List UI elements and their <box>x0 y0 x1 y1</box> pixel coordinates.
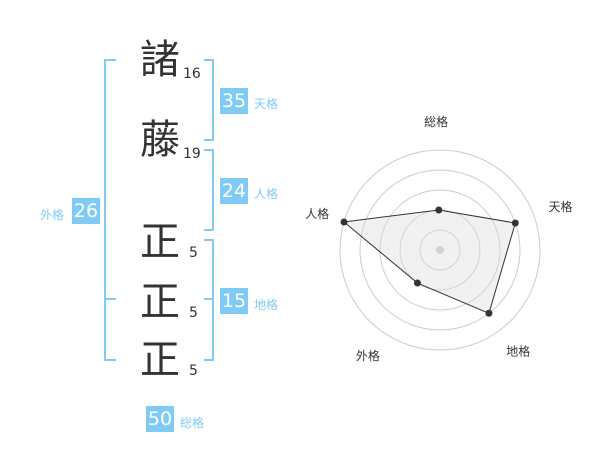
radar-ring-1 <box>419 229 461 271</box>
radar-area <box>342 209 516 314</box>
stroke-count-1: 16 <box>183 66 201 82</box>
character-4: 正 <box>140 279 180 325</box>
character-1: 諸 <box>140 37 180 83</box>
character-2: 藤 <box>140 117 180 163</box>
gaikaku-bracket <box>104 59 116 361</box>
radar-ring-3 <box>379 189 501 311</box>
soukaku-value: 50 <box>146 406 174 432</box>
jinkaku-value: 24 <box>220 178 248 204</box>
character-5: 正 <box>140 337 180 383</box>
stroke-count-2: 19 <box>183 146 201 162</box>
jinkaku-bracket <box>204 149 214 231</box>
jinkaku-label: 人格 <box>254 187 279 201</box>
radar-axis-label: 地格 <box>506 343 530 358</box>
gaikaku-bracket-tick <box>104 298 116 300</box>
tenkaku-bracket <box>204 59 214 141</box>
radar-ring-5 <box>339 149 541 351</box>
chikaku-value: 15 <box>220 288 248 314</box>
tenkaku-value: 35 <box>220 88 248 114</box>
soukaku-label: 総格 <box>180 416 205 430</box>
radar-point-0 <box>435 206 443 214</box>
radar-axis-label: 人格 <box>305 206 329 221</box>
gaikaku-value: 26 <box>72 198 100 224</box>
radar-ring-4 <box>359 169 521 331</box>
tenkaku-label: 天格 <box>254 97 279 111</box>
stroke-count-5: 5 <box>189 363 198 379</box>
radar-axis-label: 総格 <box>424 114 448 129</box>
chikaku-bracket <box>204 239 214 361</box>
radar-point-1 <box>511 219 519 227</box>
radar-axis-label: 天格 <box>548 199 572 214</box>
radar-axis-label: 外格 <box>356 348 380 363</box>
chikaku-bracket-tick <box>204 298 214 300</box>
radar-point-4 <box>340 218 348 226</box>
chikaku-label: 地格 <box>254 298 279 312</box>
radar-point-3 <box>413 279 421 287</box>
radar-center <box>436 246 444 254</box>
character-3: 正 <box>140 219 180 265</box>
stroke-count-4: 5 <box>189 305 198 321</box>
radar-point-2 <box>485 309 493 317</box>
stroke-count-3: 5 <box>189 245 198 261</box>
gaikaku-label: 外格 <box>40 208 65 222</box>
